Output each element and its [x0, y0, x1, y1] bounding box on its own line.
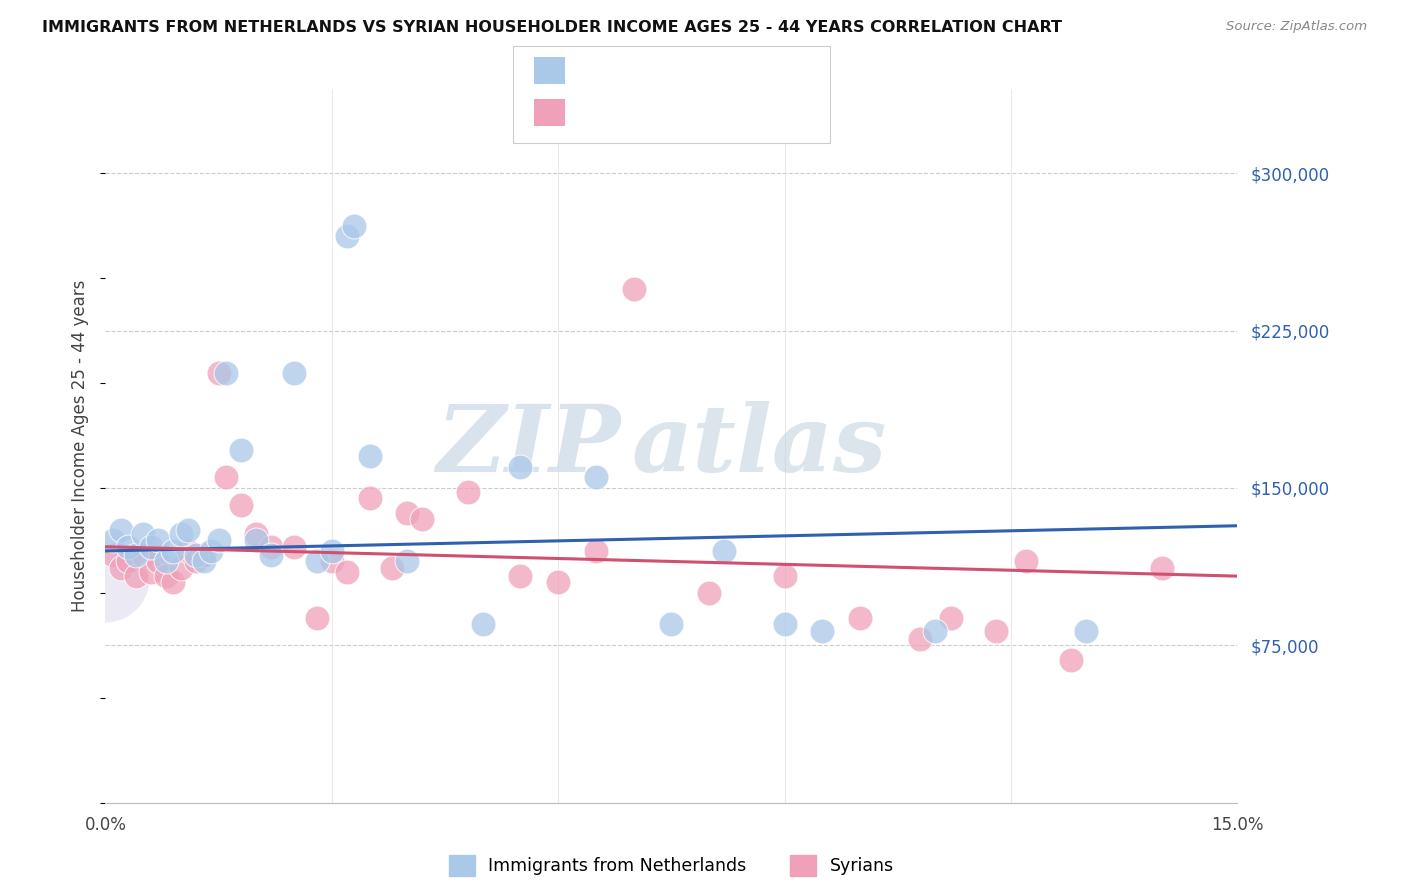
Point: [396, 554, 419, 568]
Point: [162, 544, 184, 558]
Point: [910, 632, 932, 646]
Text: ZIP: ZIP: [436, 401, 620, 491]
Point: [321, 544, 343, 558]
Point: [849, 611, 872, 625]
Point: [773, 617, 796, 632]
Text: N =: N =: [686, 63, 723, 78]
Point: [148, 554, 170, 568]
Point: [811, 624, 834, 638]
Point: [117, 540, 139, 554]
Text: R =: R =: [576, 105, 612, 120]
Text: 0.019: 0.019: [621, 63, 672, 78]
Text: atlas: atlas: [631, 401, 887, 491]
Point: [231, 498, 253, 512]
Text: IMMIGRANTS FROM NETHERLANDS VS SYRIAN HOUSEHOLDER INCOME AGES 25 - 44 YEARS CORR: IMMIGRANTS FROM NETHERLANDS VS SYRIAN HO…: [42, 20, 1062, 35]
Point: [177, 544, 200, 558]
Point: [1150, 560, 1173, 574]
Point: [193, 548, 215, 562]
Point: [773, 569, 796, 583]
Point: [336, 229, 359, 244]
Point: [184, 548, 207, 562]
Point: [162, 575, 184, 590]
Legend: Immigrants from Netherlands, Syrians: Immigrants from Netherlands, Syrians: [449, 855, 894, 876]
Text: 40: 40: [728, 105, 751, 120]
Point: [132, 548, 155, 562]
Text: Source: ZipAtlas.com: Source: ZipAtlas.com: [1226, 20, 1367, 33]
Point: [457, 485, 479, 500]
Point: [305, 611, 328, 625]
Point: [585, 470, 607, 484]
Point: [359, 491, 381, 506]
Point: [148, 533, 170, 548]
Point: [585, 544, 607, 558]
Text: -0.071: -0.071: [613, 105, 671, 120]
Point: [177, 523, 200, 537]
Point: [110, 523, 132, 537]
Point: [359, 450, 381, 464]
Point: [305, 554, 328, 568]
Point: [661, 617, 683, 632]
Point: [260, 548, 283, 562]
Point: [1015, 554, 1038, 568]
Point: [471, 617, 494, 632]
Text: 35: 35: [728, 63, 751, 78]
Point: [343, 219, 366, 233]
Point: [1060, 653, 1083, 667]
Point: [215, 470, 238, 484]
Point: [155, 569, 177, 583]
Point: [184, 554, 207, 568]
Point: [208, 533, 231, 548]
Point: [321, 554, 343, 568]
Point: [101, 548, 124, 562]
Point: [155, 554, 177, 568]
Point: [509, 569, 531, 583]
Point: [336, 565, 359, 579]
Point: [139, 540, 162, 554]
Point: [101, 533, 124, 548]
Point: [110, 560, 132, 574]
Point: [924, 624, 946, 638]
Text: R =: R =: [576, 63, 612, 78]
Point: [124, 569, 146, 583]
Point: [381, 560, 404, 574]
Point: [1076, 624, 1098, 638]
Point: [396, 506, 419, 520]
Point: [170, 560, 193, 574]
Point: [509, 460, 531, 475]
Point: [984, 624, 1007, 638]
Point: [697, 586, 720, 600]
Point: [231, 443, 253, 458]
Point: [132, 527, 155, 541]
Text: N =: N =: [686, 105, 723, 120]
Point: [547, 575, 569, 590]
Point: [208, 366, 231, 380]
Point: [283, 540, 305, 554]
Point: [200, 544, 222, 558]
Point: [117, 554, 139, 568]
Point: [94, 571, 117, 585]
Point: [215, 366, 238, 380]
Point: [139, 565, 162, 579]
Point: [939, 611, 962, 625]
Point: [623, 282, 645, 296]
Point: [193, 554, 215, 568]
Point: [124, 548, 146, 562]
Point: [411, 512, 433, 526]
Y-axis label: Householder Income Ages 25 - 44 years: Householder Income Ages 25 - 44 years: [72, 280, 90, 612]
Point: [245, 527, 267, 541]
Point: [283, 366, 305, 380]
Point: [245, 533, 267, 548]
Point: [713, 544, 735, 558]
Point: [170, 527, 193, 541]
Point: [260, 540, 283, 554]
